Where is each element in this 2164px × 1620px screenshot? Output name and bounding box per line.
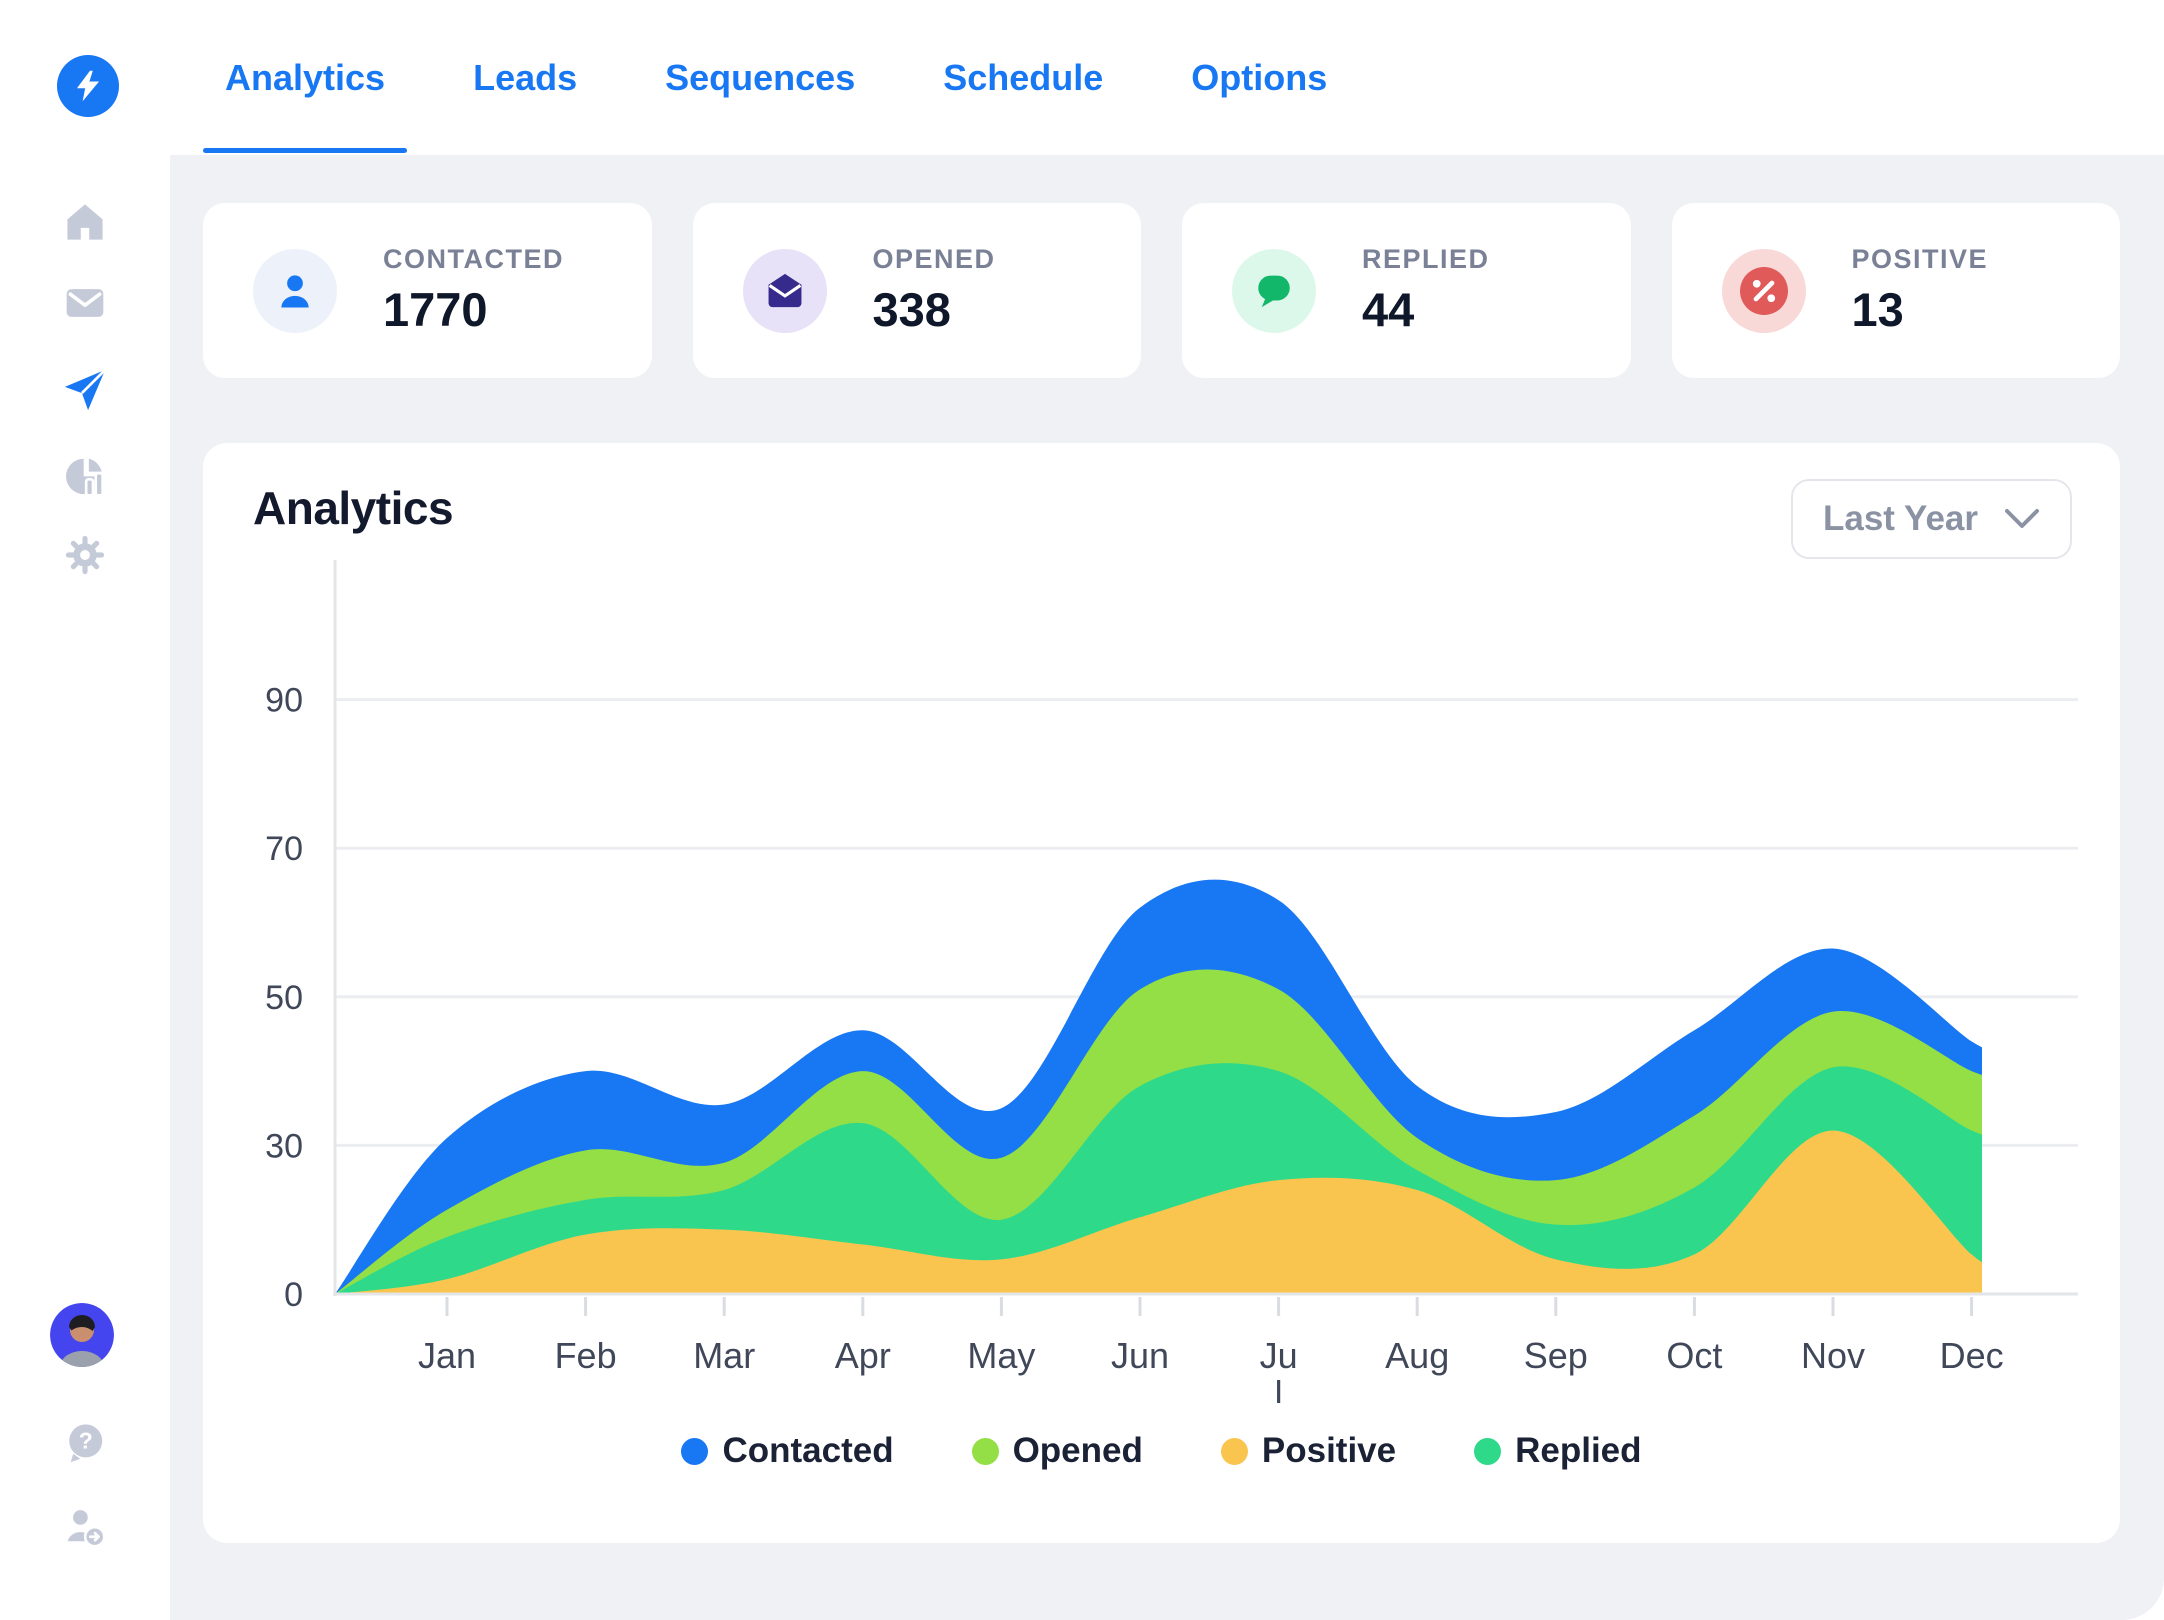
x-axis-label: Nov <box>1801 1335 1865 1376</box>
legend-dot <box>971 1437 999 1465</box>
top-bar: Analytics Leads Sequences Schedule Optio… <box>0 0 2164 155</box>
chat-bubble-icon <box>1258 275 1290 307</box>
legend-dot <box>681 1437 709 1465</box>
stat-card-contacted: CONTACTED 1770 <box>203 203 652 378</box>
x-axis-label: Sep <box>1524 1335 1588 1376</box>
sidebar-item-mail[interactable] <box>61 279 109 327</box>
mail-icon <box>66 289 104 317</box>
tab-options[interactable]: Options <box>1191 0 1327 155</box>
app-logo[interactable] <box>57 55 119 117</box>
switch-account-icon <box>67 1510 106 1548</box>
x-axis-label: Oct <box>1666 1335 1722 1376</box>
percent-icon <box>1739 266 1788 315</box>
lightning-icon <box>76 70 100 102</box>
stats-row: CONTACTED 1770 OPENED 338 REPLIED <box>203 203 2120 378</box>
y-axis-label: 30 <box>265 1127 303 1165</box>
x-axis-label: May <box>967 1335 1035 1376</box>
positive-icon-badge <box>1721 248 1806 333</box>
contacted-icon-badge <box>253 248 337 333</box>
stat-card-positive: POSITIVE 13 <box>1671 203 2120 378</box>
legend-item-opened: Opened <box>971 1431 1143 1471</box>
sidebar-item-help[interactable]: ? <box>61 1418 109 1466</box>
home-icon <box>67 204 103 240</box>
y-axis-label: 70 <box>265 830 303 868</box>
y-axis-label: 0 <box>284 1276 303 1314</box>
date-range-value: Last Year <box>1822 499 1978 538</box>
user-icon <box>281 274 309 307</box>
tab-leads[interactable]: Leads <box>473 0 577 155</box>
legend-dot <box>1220 1437 1248 1465</box>
sidebar: ? <box>0 0 170 1620</box>
x-axis-label: Jun <box>1111 1335 1169 1376</box>
legend-dot <box>1474 1437 1502 1465</box>
nav-tabs: Analytics Leads Sequences Schedule Optio… <box>202 0 1327 155</box>
mail-open-icon <box>768 273 801 307</box>
sidebar-item-switch-account[interactable] <box>61 1503 109 1551</box>
x-axis-label: Jan <box>418 1335 476 1376</box>
y-axis-label: 50 <box>265 979 303 1017</box>
stat-label: REPLIED <box>1362 244 1490 274</box>
help-icon: ? <box>69 1424 103 1463</box>
x-axis-label: Aug <box>1385 1335 1449 1376</box>
legend-item-contacted: Contacted <box>681 1431 894 1471</box>
replied-icon-badge <box>1232 248 1316 333</box>
stat-value: 1770 <box>383 283 488 336</box>
analytics-panel: Analytics Last Year 0 30 50 70 90 Jan Feb Mar Ap… <box>203 443 2120 1543</box>
legend-label: Positive <box>1261 1431 1397 1470</box>
legend-item-positive: Positive <box>1220 1431 1397 1471</box>
send-icon <box>64 368 107 411</box>
tab-sequences[interactable]: Sequences <box>665 0 855 155</box>
opened-icon-badge <box>742 248 827 333</box>
y-axis-label: 90 <box>265 682 303 720</box>
x-axis-label: Feb <box>555 1335 617 1376</box>
tab-analytics[interactable]: Analytics <box>202 0 408 155</box>
legend-label: Opened <box>1012 1431 1143 1470</box>
stat-value: 13 <box>1851 283 1904 336</box>
panel-title: Analytics <box>253 482 454 534</box>
x-axis-label: Mar <box>693 1335 755 1376</box>
stat-label: CONTACTED <box>383 244 564 274</box>
area-series-positive <box>335 1130 1982 1294</box>
sidebar-item-analytics[interactable] <box>61 453 109 501</box>
stacked-area-chart: 0 30 50 70 90 Jan Feb Mar Apr May Jun Ju l Aug Sep Oct N… <box>265 560 2078 1403</box>
stat-label: POSITIVE <box>1851 244 1989 274</box>
stat-card-replied: REPLIED 44 <box>1182 203 1631 378</box>
stat-label: OPENED <box>872 244 996 274</box>
stat-card-opened: OPENED 338 <box>692 203 1141 378</box>
legend-label: Contacted <box>722 1431 894 1470</box>
avatar <box>50 1303 114 1367</box>
svg-text:?: ? <box>79 1428 93 1454</box>
stat-value: 44 <box>1362 283 1415 336</box>
x-axis-label: Apr <box>835 1335 891 1376</box>
date-range-dropdown[interactable]: Last Year <box>1790 479 2072 559</box>
sidebar-item-send[interactable] <box>61 366 109 414</box>
user-avatar[interactable] <box>50 1303 114 1367</box>
sidebar-item-settings[interactable] <box>61 531 109 579</box>
sidebar-item-home[interactable] <box>61 198 109 246</box>
x-axis-label: Dec <box>1940 1335 2004 1376</box>
stat-value: 338 <box>872 283 951 336</box>
chevron-down-icon <box>2005 509 2039 528</box>
tab-schedule[interactable]: Schedule <box>943 0 1103 155</box>
chart-legend: Contacted Opened Positive Replied <box>203 1431 2120 1471</box>
legend-item-replied: Replied <box>1474 1431 1642 1471</box>
x-axis-label: Ju l <box>1260 1335 1298 1403</box>
legend-label: Replied <box>1515 1431 1642 1470</box>
gear-icon <box>65 535 105 575</box>
main-content: CONTACTED 1770 OPENED 338 REPLIED <box>170 155 2164 1620</box>
pie-chart-icon <box>66 455 105 497</box>
